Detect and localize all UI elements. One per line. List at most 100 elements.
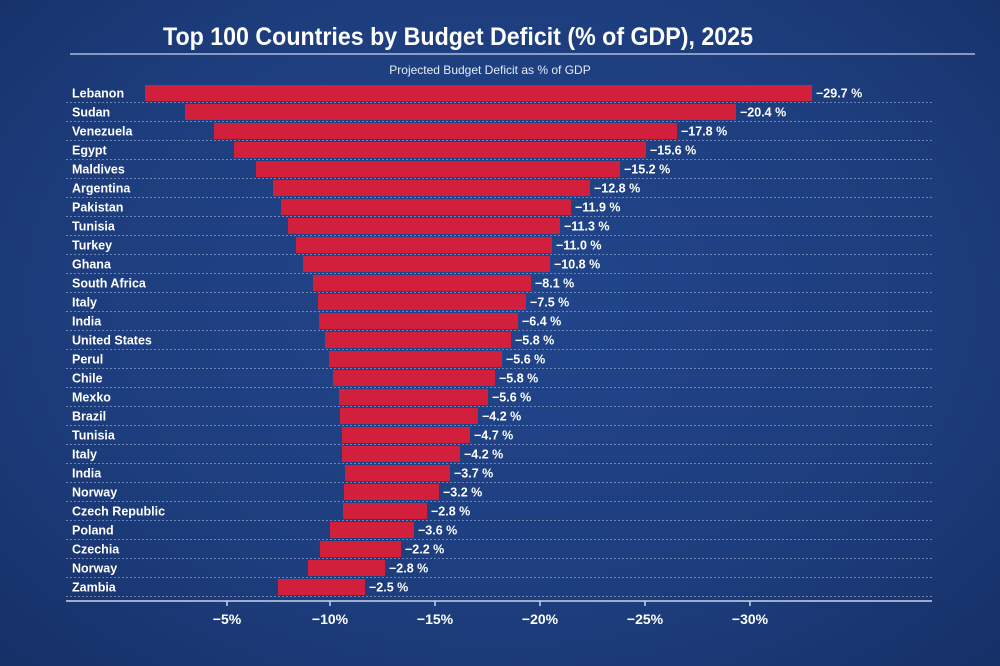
bar-row: Zambia −2.5 % bbox=[66, 579, 932, 597]
bar bbox=[288, 218, 560, 234]
x-tick-label: −30% bbox=[732, 611, 769, 627]
bar-row: Czech Republic −2.8 % bbox=[66, 503, 932, 521]
value-label: −2.8 % bbox=[431, 505, 470, 519]
bar bbox=[145, 85, 812, 101]
category-label: Mexko bbox=[72, 391, 111, 405]
bar-row: Czechia −2.2 % bbox=[66, 541, 932, 559]
category-label: Egypt bbox=[72, 144, 108, 158]
bar bbox=[330, 522, 414, 538]
bar-row: Pakistan −11.9 % bbox=[66, 199, 932, 217]
category-label: United States bbox=[72, 334, 152, 348]
category-label: Venezuela bbox=[72, 125, 133, 139]
chart-subtitle: Projected Budget Deficit as % of GDP bbox=[389, 63, 590, 77]
bar-row: Norway −3.2 % bbox=[66, 484, 932, 502]
bar bbox=[296, 237, 552, 253]
category-label: Sudan bbox=[72, 106, 110, 120]
category-label: Tunisia bbox=[72, 429, 116, 443]
bar-row: Lebanon −29.7 % bbox=[66, 85, 932, 103]
category-label: Italy bbox=[72, 296, 97, 310]
bar-row: South Africa −8.1 % bbox=[66, 275, 932, 293]
bar-row: Italy −7.5 % bbox=[66, 294, 932, 312]
bar-row: Turkey −11.0 % bbox=[66, 237, 932, 255]
bar bbox=[214, 123, 677, 139]
value-label: −2.5 % bbox=[369, 581, 408, 595]
category-label: Turkey bbox=[72, 239, 112, 253]
bar bbox=[340, 408, 478, 424]
bar bbox=[281, 199, 571, 215]
value-label: −11.0 % bbox=[556, 239, 602, 253]
bar-row: Tunisia −4.7 % bbox=[66, 427, 932, 445]
value-label: −20.4 % bbox=[740, 106, 786, 120]
chart-title: Top 100 Countries by Budget Deficit (% o… bbox=[163, 23, 753, 51]
value-label: −2.8 % bbox=[389, 562, 428, 576]
bar bbox=[278, 579, 365, 595]
bar-row: Poland −3.6 % bbox=[66, 522, 932, 540]
category-label: Chile bbox=[72, 372, 103, 386]
bar-row: Italy −4.2 % bbox=[66, 446, 932, 464]
bar bbox=[318, 294, 526, 310]
bar bbox=[319, 313, 518, 329]
bar-row: Brazil −4.2 % bbox=[66, 408, 932, 426]
bar-row: Maldives −15.2 % bbox=[66, 161, 932, 179]
bar-row: India −3.7 % bbox=[66, 465, 932, 483]
category-label: Perul bbox=[72, 353, 103, 367]
value-label: −12.8 % bbox=[594, 182, 640, 196]
bar bbox=[343, 503, 427, 519]
bar bbox=[339, 389, 488, 405]
bar-row: Perul −5.6 % bbox=[66, 351, 932, 369]
value-label: −7.5 % bbox=[530, 296, 569, 310]
category-label: Tunisia bbox=[72, 220, 116, 234]
value-label: −10.8 % bbox=[554, 258, 600, 272]
category-label: Maldives bbox=[72, 163, 125, 177]
bar bbox=[329, 351, 502, 367]
bar bbox=[303, 256, 550, 272]
bar-row: India −6.4 % bbox=[66, 313, 932, 331]
category-label: Brazil bbox=[72, 410, 106, 424]
x-tick-label: −25% bbox=[627, 611, 664, 627]
category-label: Pakistan bbox=[72, 201, 123, 215]
bar bbox=[273, 180, 590, 196]
value-label: −11.9 % bbox=[575, 201, 621, 215]
value-label: −4.2 % bbox=[482, 410, 521, 424]
bar-row: Sudan −20.4 % bbox=[66, 104, 932, 122]
bar bbox=[313, 275, 531, 291]
category-label: Ghana bbox=[72, 258, 112, 272]
value-label: −3.7 % bbox=[454, 467, 493, 481]
value-label: −29.7 % bbox=[816, 87, 862, 101]
bar bbox=[342, 446, 460, 462]
value-label: −8.1 % bbox=[535, 277, 574, 291]
category-label: South Africa bbox=[72, 277, 147, 291]
value-label: −4.7 % bbox=[474, 429, 513, 443]
category-label: Argentina bbox=[72, 182, 131, 196]
category-label: Czech Republic bbox=[72, 505, 165, 519]
value-label: −5.6 % bbox=[506, 353, 545, 367]
category-label: India bbox=[72, 315, 102, 329]
category-label: Poland bbox=[72, 524, 114, 538]
bar bbox=[345, 465, 450, 481]
bar-row: Norway −2.8 % bbox=[66, 560, 932, 578]
x-tick-label: −5% bbox=[213, 611, 242, 627]
bar-row: Mexko −5.6 % bbox=[66, 389, 932, 407]
x-tick-label: −20% bbox=[522, 611, 559, 627]
bar bbox=[333, 370, 495, 386]
bar bbox=[325, 332, 511, 348]
category-label: India bbox=[72, 467, 102, 481]
bar-row: Tunisia −11.3 % bbox=[66, 218, 932, 236]
bar-row: Venezuela −17.8 % bbox=[66, 123, 932, 141]
bar bbox=[256, 161, 620, 177]
value-label: −15.6 % bbox=[650, 144, 696, 158]
x-tick-label: −15% bbox=[417, 611, 454, 627]
bar-row: Argentina −12.8 % bbox=[66, 180, 932, 198]
bar-row: United States −5.8 % bbox=[66, 332, 932, 350]
bar-row: Ghana −10.8 % bbox=[66, 256, 932, 274]
value-label: −5.8 % bbox=[515, 334, 554, 348]
bar bbox=[344, 484, 439, 500]
value-label: −6.4 % bbox=[522, 315, 561, 329]
bar bbox=[320, 541, 401, 557]
bar-row: Chile −5.8 % bbox=[66, 370, 932, 388]
value-label: −5.8 % bbox=[499, 372, 538, 386]
category-label: Czechia bbox=[72, 543, 120, 557]
category-label: Zambia bbox=[72, 581, 117, 595]
bar bbox=[342, 427, 470, 443]
